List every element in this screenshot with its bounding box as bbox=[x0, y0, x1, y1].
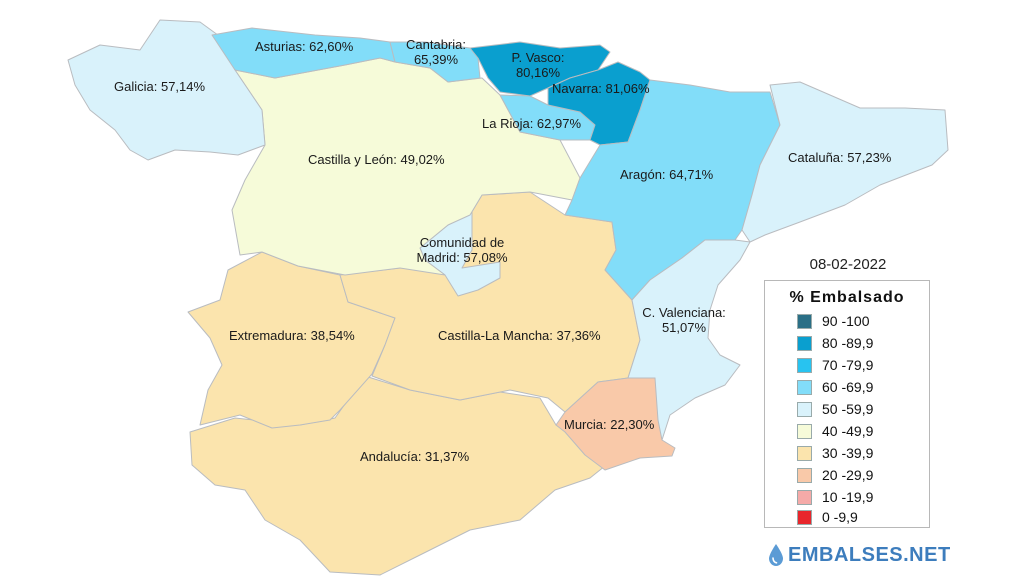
water-drop-icon bbox=[769, 544, 783, 566]
legend-label: 60 -69,9 bbox=[822, 379, 874, 395]
legend-label: 70 -79,9 bbox=[822, 357, 874, 373]
region-murcia[interactable] bbox=[555, 377, 676, 471]
label-navarra: Navarra: 81,06% bbox=[552, 81, 650, 96]
label-aragon: Aragón: 64,71% bbox=[620, 167, 714, 182]
legend-item: 90 -100 bbox=[797, 310, 869, 332]
label-extremadura: Extremadura: 38,54% bbox=[229, 328, 355, 343]
legend-swatch bbox=[797, 313, 812, 329]
legend-label: 20 -29,9 bbox=[822, 467, 874, 483]
label-pais-vasco-value: 80,16% bbox=[515, 65, 561, 80]
legend-swatch bbox=[797, 379, 812, 395]
legend: % Embalsado 90 -100 80 -89,9 70 -79,9 60… bbox=[764, 280, 930, 528]
label-madrid-value: Madrid: 57,08% bbox=[416, 250, 508, 265]
legend-label: 50 -59,9 bbox=[822, 401, 874, 417]
date-label: 08-02-2022 bbox=[809, 256, 887, 273]
label-galicia: Galicia: 57,14% bbox=[114, 79, 206, 94]
legend-label: 80 -89,9 bbox=[822, 335, 874, 351]
label-cantabria-value: 65,39% bbox=[413, 52, 459, 67]
label-pais-vasco-name: P. Vasco: bbox=[511, 50, 565, 65]
legend-swatch bbox=[797, 335, 812, 351]
label-madrid-name: Comunidad de bbox=[419, 235, 505, 250]
label-c-valenciana-name: C. Valenciana: bbox=[642, 305, 726, 320]
label-pais-vasco: P. Vasco: 80,16% bbox=[502, 50, 574, 80]
legend-item: 20 -29,9 bbox=[797, 464, 873, 486]
legend-item: 0 -9,9 bbox=[797, 506, 858, 528]
label-asturias: Asturias: 62,60% bbox=[255, 39, 354, 54]
legend-swatch bbox=[797, 509, 812, 525]
label-cantabria: Cantabria: 65,39% bbox=[400, 37, 472, 67]
legend-item: 30 -39,9 bbox=[797, 442, 873, 464]
label-castilla-la-mancha: Castilla-La Mancha: 37,36% bbox=[438, 328, 601, 343]
legend-label: 30 -39,9 bbox=[822, 445, 874, 461]
region-galicia[interactable] bbox=[67, 19, 266, 161]
legend-swatch bbox=[797, 357, 812, 373]
label-madrid: Comunidad de Madrid: 57,08% bbox=[410, 235, 514, 265]
label-la-rioja: La Rioja: 62,97% bbox=[482, 116, 582, 131]
brand-text: EMBALSES.NET bbox=[788, 543, 951, 566]
legend-item: 80 -89,9 bbox=[797, 332, 873, 354]
label-c-valenciana-value: 51,07% bbox=[661, 320, 707, 335]
region-cantabria[interactable] bbox=[389, 41, 481, 83]
label-cantabria-name: Cantabria: bbox=[406, 37, 466, 52]
legend-label: 90 -100 bbox=[822, 313, 870, 329]
label-cataluna: Cataluña: 57,23% bbox=[788, 150, 892, 165]
legend-swatch bbox=[797, 445, 812, 461]
legend-title: % Embalsado bbox=[789, 289, 905, 306]
legend-swatch bbox=[797, 467, 812, 483]
legend-item: 60 -69,9 bbox=[797, 376, 873, 398]
region-c-valenciana[interactable] bbox=[627, 239, 751, 441]
brand-logo[interactable]: EMBALSES.NET bbox=[768, 540, 951, 570]
legend-label: 10 -19,9 bbox=[822, 489, 874, 505]
legend-item: 40 -49,9 bbox=[797, 420, 873, 442]
legend-item: 50 -59,9 bbox=[797, 398, 873, 420]
label-andalucia: Andalucía: 31,37% bbox=[360, 449, 470, 464]
legend-swatch bbox=[797, 423, 812, 439]
legend-label: 40 -49,9 bbox=[822, 423, 874, 439]
legend-item: 70 -79,9 bbox=[797, 354, 873, 376]
legend-item: 10 -19,9 bbox=[797, 486, 873, 508]
label-murcia: Murcia: 22,30% bbox=[564, 417, 655, 432]
legend-swatch bbox=[797, 401, 812, 417]
label-c-valenciana: C. Valenciana: 51,07% bbox=[634, 305, 734, 335]
region-cataluna[interactable] bbox=[741, 81, 949, 243]
legend-swatch bbox=[797, 489, 812, 505]
label-castilla-y-leon: Castilla y León: 49,02% bbox=[308, 152, 445, 167]
legend-label: 0 -9,9 bbox=[822, 509, 858, 525]
